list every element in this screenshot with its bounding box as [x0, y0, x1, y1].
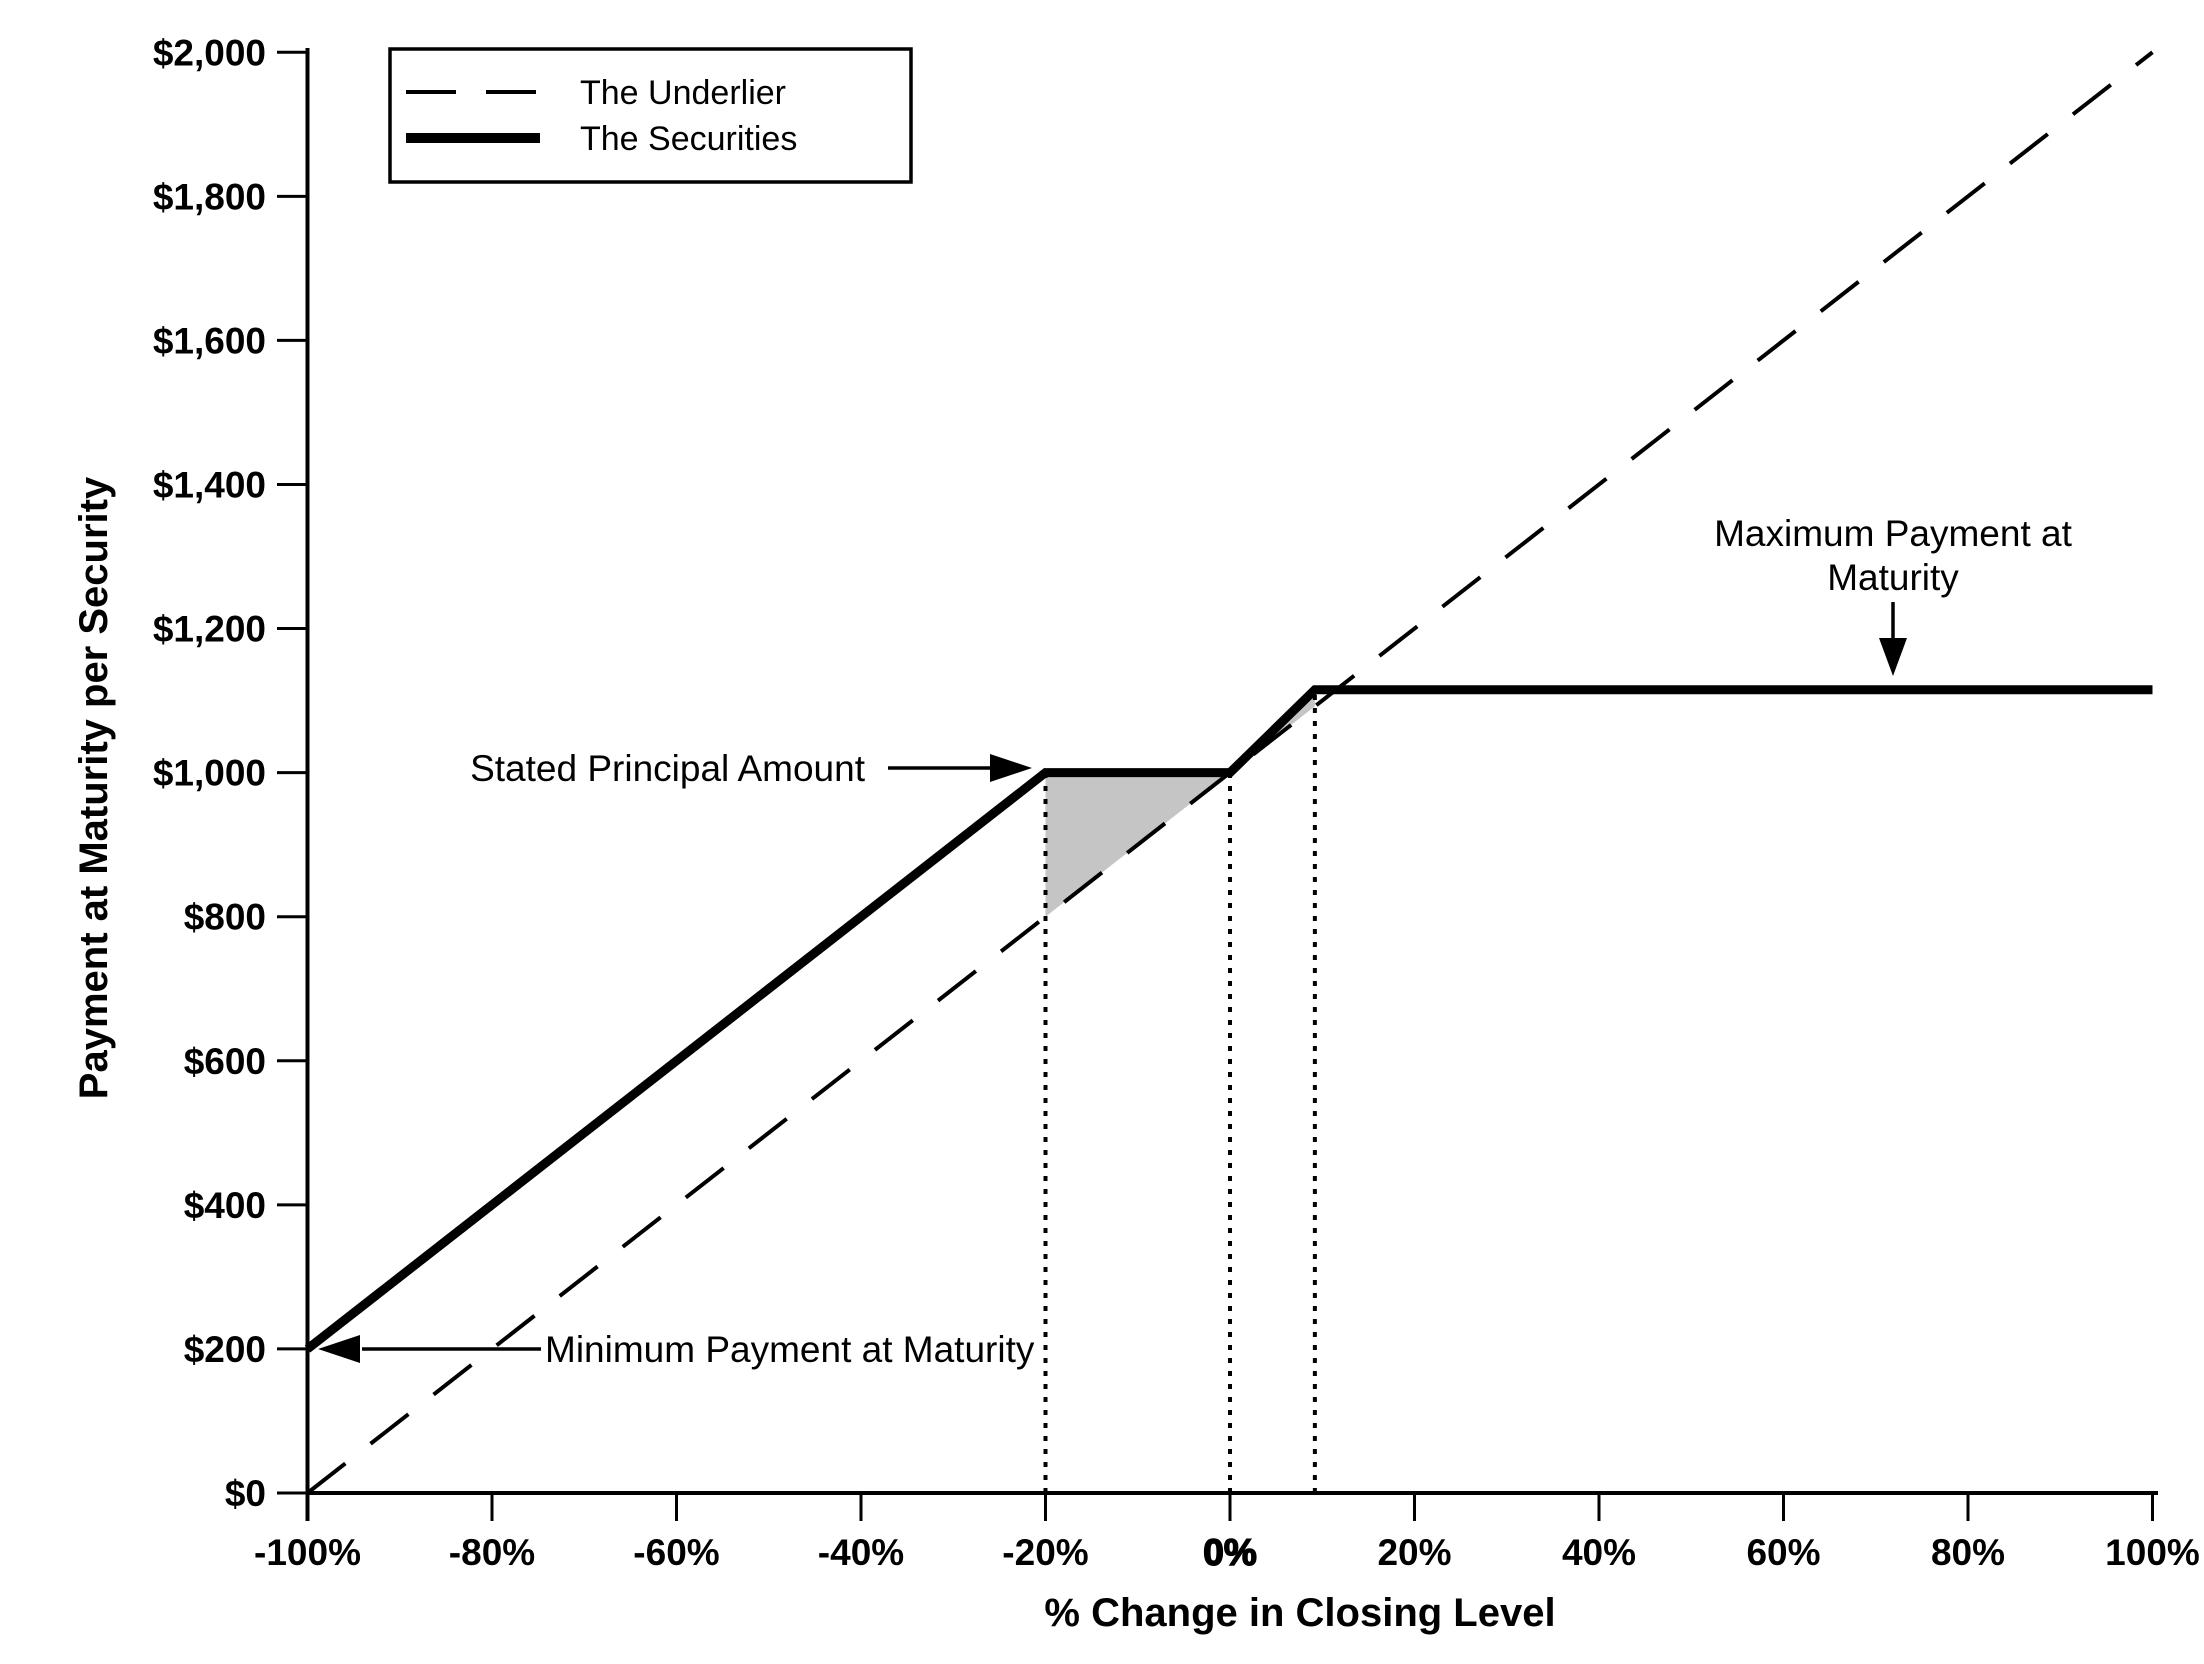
- annotation-text: Minimum Payment at Maturity: [545, 1329, 1035, 1370]
- y-tick-label: $800: [184, 897, 266, 938]
- legend-box: [388, 47, 913, 184]
- y-tick-label: $600: [184, 1041, 266, 1082]
- y-tick-label: $200: [184, 1329, 266, 1370]
- the-underlier-line: [306, 50, 2154, 1495]
- annotation-text: Maturity: [1827, 557, 1959, 598]
- x-tick-label: 60%: [1746, 1532, 1820, 1573]
- annotation-stated-principal: Stated Principal Amount: [470, 748, 1032, 789]
- annotation-arrow-head: [318, 1335, 360, 1363]
- axis-titles: % Change in Closing Level Payment at Matu…: [72, 476, 1556, 1635]
- x-tick-label: 40%: [1562, 1532, 1636, 1573]
- annotation-arrow-head: [990, 754, 1032, 782]
- y-tick-label: $0: [225, 1473, 266, 1514]
- x-axis-title: % Change in Closing Level: [1044, 1591, 1555, 1635]
- x-tick-label: -60%: [633, 1532, 719, 1573]
- reference-lines: [1043, 689, 1317, 1493]
- axes: [305, 48, 2158, 1521]
- series-lines: [304, 50, 2154, 1495]
- x-tick-label: -20%: [1002, 1532, 1088, 1573]
- x-tick-label: 80%: [1931, 1532, 2005, 1573]
- y-axis-ticks: $0 $200 $400 $600 $800 $1,000 $1,200 $1,400 $1,6…: [153, 32, 308, 1514]
- y-tick-label: $1,600: [153, 320, 266, 361]
- annotation-text: Stated Principal Amount: [470, 748, 866, 789]
- y-tick-label: $1,200: [153, 609, 266, 650]
- annotation-text: Maximum Payment at: [1714, 513, 2072, 554]
- annotation-minimum-payment: Minimum Payment at Maturity: [318, 1329, 1035, 1370]
- annotation-arrow-head: [1879, 638, 1907, 676]
- x-tick-label: -40%: [818, 1532, 904, 1573]
- y-tick-label: $1,000: [153, 753, 266, 794]
- x-axis-ticks: -100% -80% -60% -40% -20% 0% 20% 40% 60% 80% 100%: [254, 1493, 2200, 1574]
- legend-label-2: The Securities: [580, 120, 797, 158]
- legend-label-1: The Underlier: [580, 74, 786, 112]
- annotations: Stated Principal Amount Minimum Payment a…: [318, 513, 2073, 1370]
- x-tick-label: -100%: [254, 1532, 361, 1573]
- x-tick-label: 100%: [2105, 1532, 2200, 1573]
- the-securities-line: [304, 685, 2153, 1353]
- y-tick-label: $400: [184, 1185, 266, 1226]
- x-tick-label: 20%: [1377, 1532, 1451, 1573]
- y-tick-label: $2,000: [153, 32, 266, 73]
- legend: The Underlier The Securities: [388, 47, 913, 184]
- x-tick-label: 0%: [1203, 1532, 1256, 1573]
- x-tick-label: -80%: [449, 1532, 535, 1573]
- y-axis-title: Payment at Maturity per Security: [72, 476, 116, 1099]
- y-tick-label: $1,400: [153, 464, 266, 505]
- y-tick-label: $1,800: [153, 176, 266, 217]
